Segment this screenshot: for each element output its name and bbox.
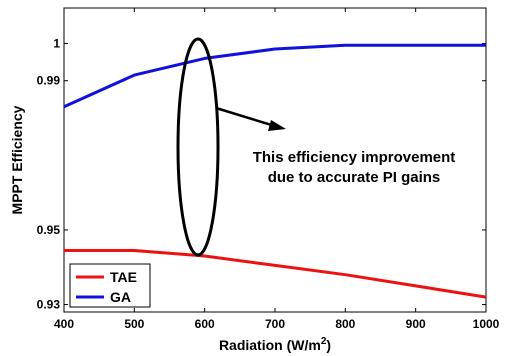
- x-tick-label: 800: [335, 317, 355, 331]
- legend-box: [69, 263, 151, 308]
- y-tick-label: 0.95: [37, 223, 61, 237]
- series-line-ga: [63, 43, 486, 109]
- annotation-line-2: due to accurate PI gains: [268, 169, 441, 186]
- x-axis-label-superscript: 2: [321, 336, 327, 347]
- x-axis-label: Radiation (W/m2): [219, 336, 331, 353]
- series-line-tae: [64, 249, 487, 299]
- legend-label-tae: TAE: [110, 269, 137, 285]
- y-tick-label: 1: [53, 36, 60, 50]
- annotation-arrow-head: [268, 120, 286, 131]
- legend-label-ga: GA: [110, 289, 131, 305]
- y-axis-label: MPPT Efficiency: [9, 105, 25, 214]
- x-tick-label: 1000: [473, 317, 500, 331]
- y-tick-label: 0.93: [37, 298, 61, 312]
- x-tick-label: 700: [265, 317, 285, 331]
- annotation-line-1: This efficiency improvement: [253, 149, 456, 166]
- annotation-ellipse: [176, 37, 220, 257]
- x-tick-label: 600: [195, 317, 215, 331]
- tick-layer: 400 500 600 700 800 900 1000 0.93 0.95 0.99 1: [37, 8, 500, 331]
- legend: TAE GA: [69, 263, 151, 308]
- annotation-arrow-line: [215, 106, 279, 129]
- x-tick-label: 500: [124, 317, 144, 331]
- y-tick-label: 0.99: [37, 74, 61, 88]
- x-tick-label: 400: [54, 317, 74, 331]
- x-tick-label: 900: [406, 317, 426, 331]
- series-layer: [63, 43, 487, 299]
- plot-area: [63, 7, 487, 313]
